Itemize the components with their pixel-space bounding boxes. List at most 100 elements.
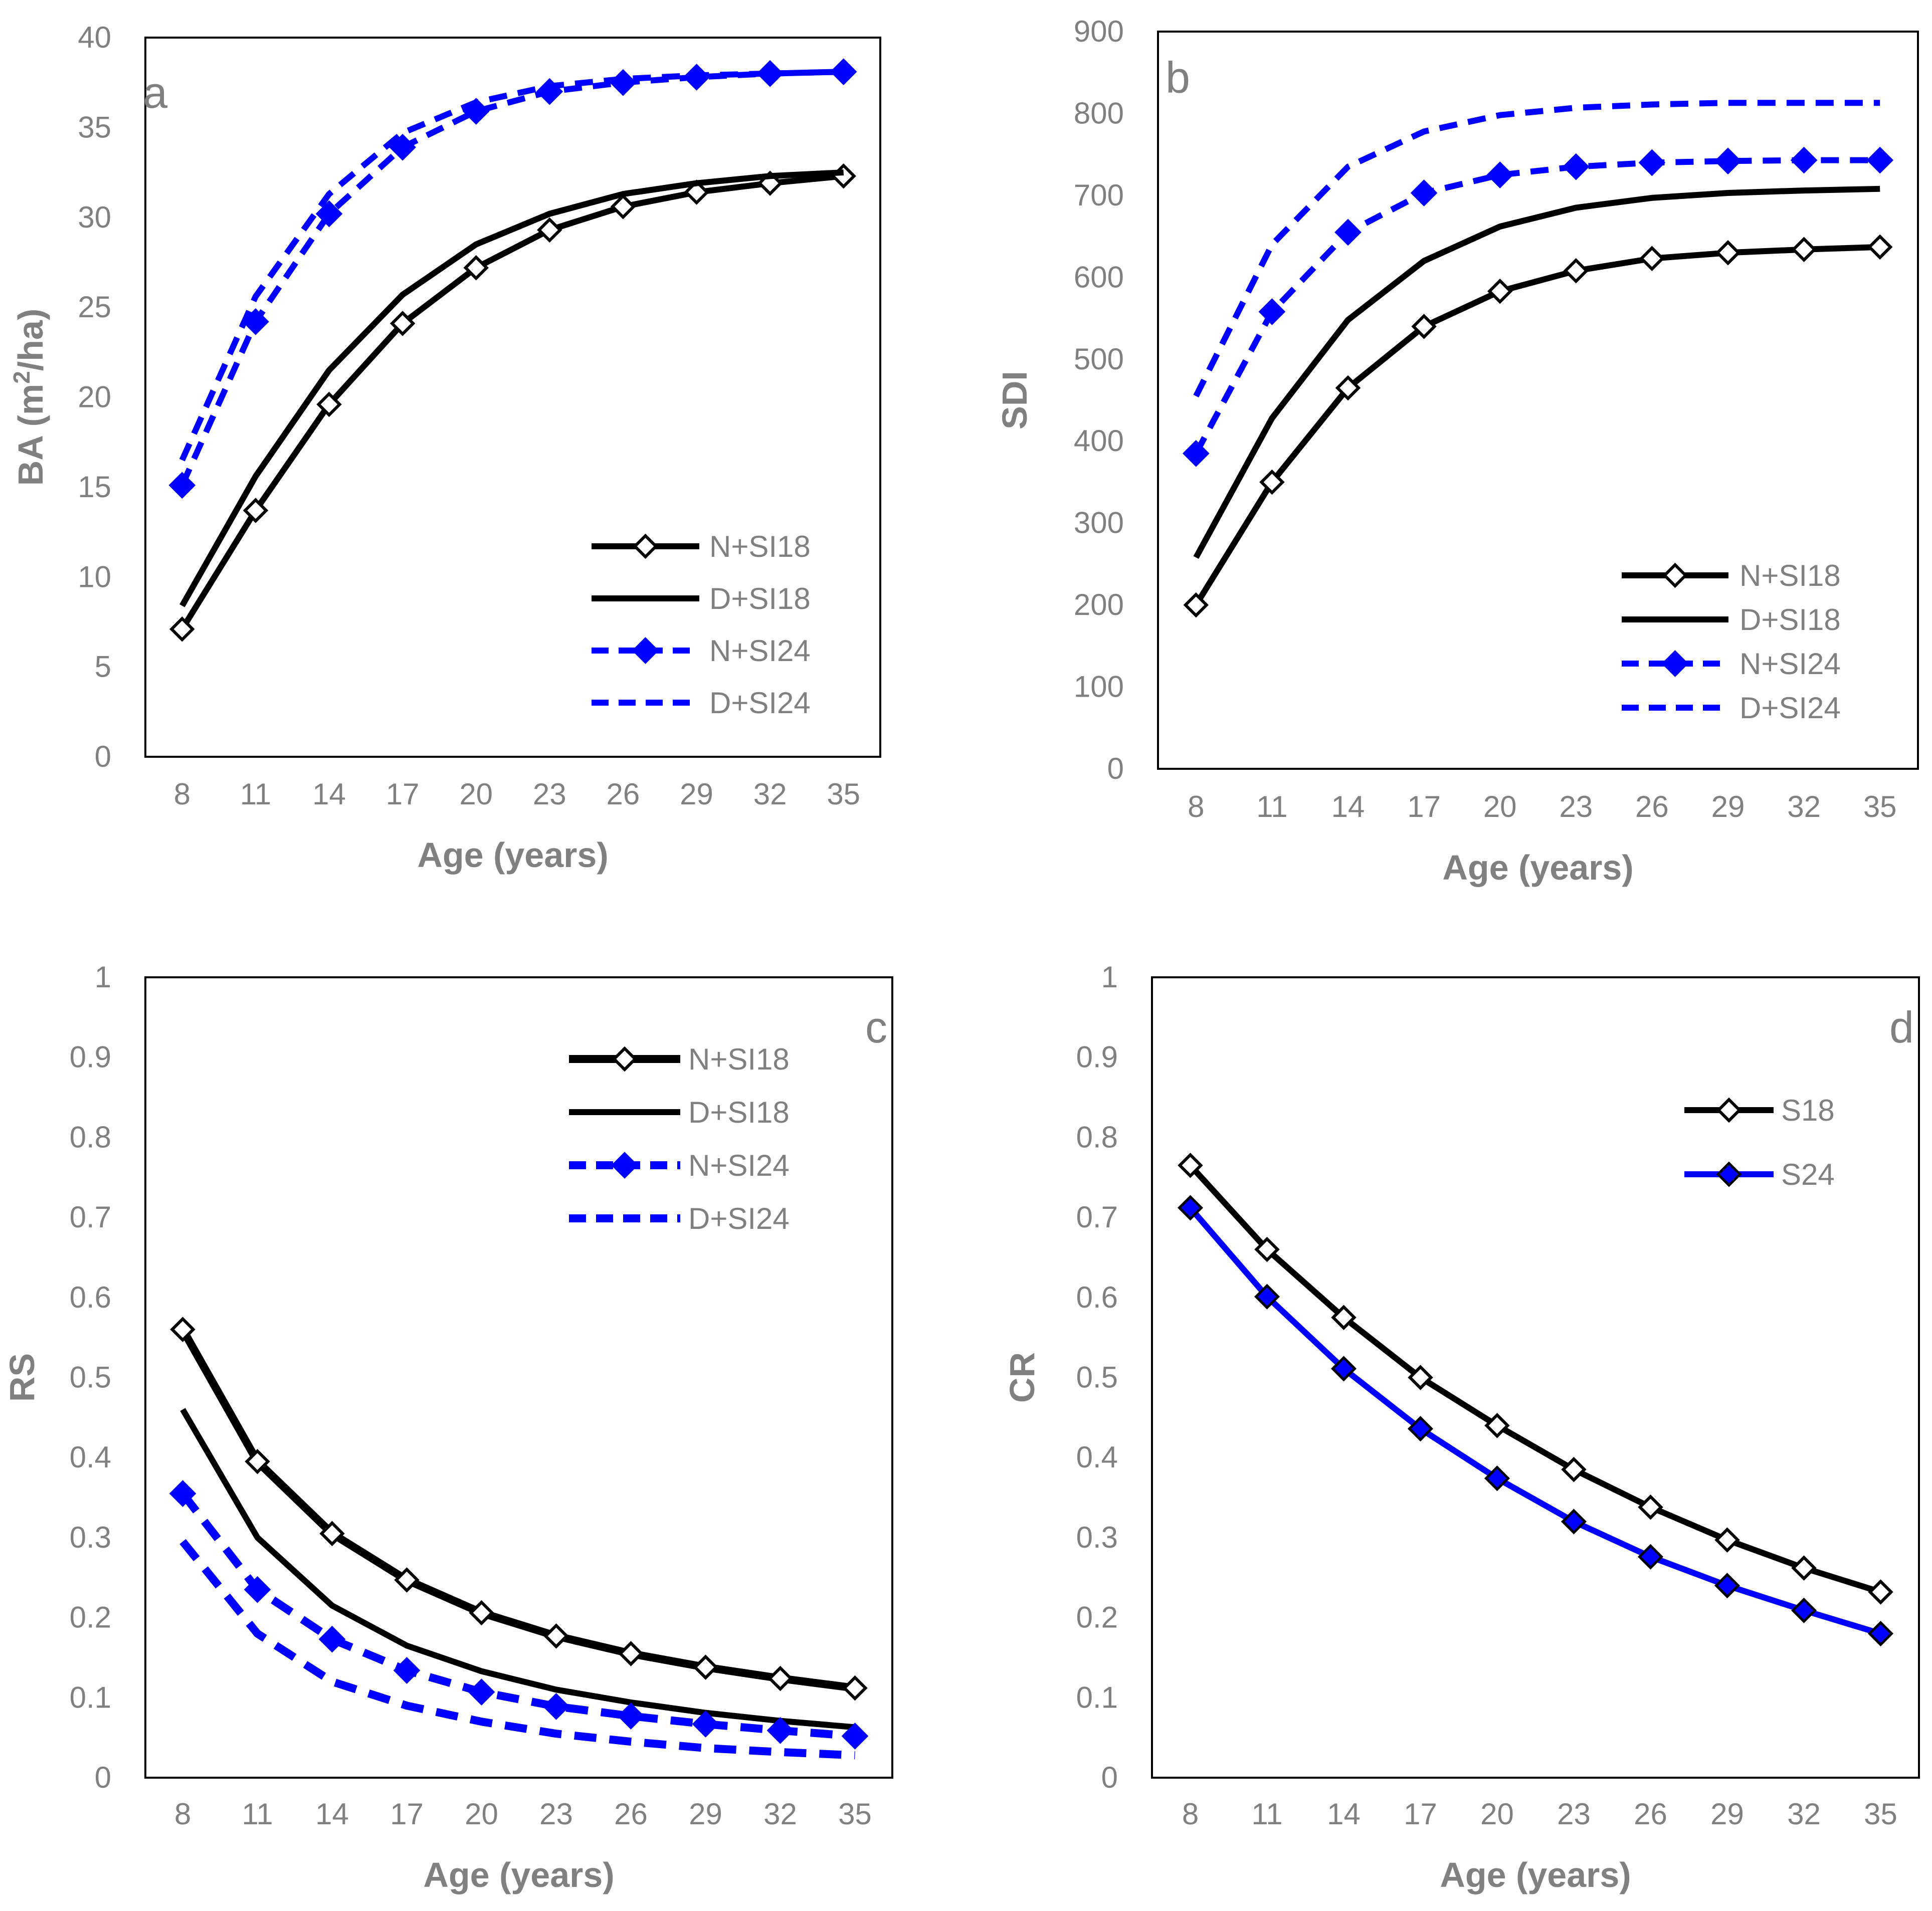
y-tick-label: 0.9	[1076, 1040, 1118, 1074]
x-tick-label: 17	[386, 777, 420, 811]
data-point	[169, 616, 195, 642]
series-S18	[1178, 1153, 1893, 1605]
legend: S18 S24	[1684, 1094, 1835, 1191]
data-point	[1182, 440, 1210, 467]
x-axis-title: Age (years)	[1442, 848, 1633, 887]
y-tick-label: 0.1	[70, 1680, 111, 1714]
x-axis-title: Age (years)	[423, 1855, 614, 1894]
y-tick-label: 300	[1074, 506, 1124, 540]
legend-label: D+SI24	[1740, 691, 1841, 725]
data-point	[469, 1600, 494, 1626]
data-point	[1715, 240, 1741, 266]
x-tick-label: 17	[390, 1797, 424, 1831]
legend-marker	[1716, 1161, 1742, 1187]
y-tick-label: 0.9	[70, 1040, 111, 1074]
data-point	[1335, 375, 1361, 401]
data-point	[168, 472, 196, 499]
legend-marker	[612, 1046, 638, 1072]
y-tick-label: 100	[1074, 670, 1124, 704]
x-tick-label: 23	[1559, 790, 1593, 823]
y-tick-label: 0.2	[70, 1601, 111, 1634]
y-tick-label: 30	[78, 200, 111, 234]
series-D+SI18	[1193, 185, 1880, 559]
data-point	[468, 1678, 495, 1706]
plot-frame	[144, 37, 881, 758]
panel-c: 0 0.1 0.2 0.3 0.4 0.5 0.6 0.7 0.8 0.9 1 8 11 14 17 20 23…	[3, 960, 893, 1894]
data-point	[1867, 234, 1893, 260]
data-point	[756, 60, 784, 87]
x-tick-label: 32	[1787, 1797, 1821, 1831]
data-point	[1484, 1465, 1510, 1492]
data-point	[1486, 161, 1514, 188]
data-point	[842, 1675, 868, 1701]
data-point	[767, 1665, 793, 1691]
x-tick-label: 26	[607, 777, 640, 811]
y-tick-label: 1	[1101, 960, 1118, 994]
y-tick-label: 0.8	[70, 1120, 111, 1154]
legend-marker	[1662, 562, 1688, 588]
legend-item: D+SI18	[592, 582, 811, 615]
y-tick-label: 0.5	[70, 1361, 111, 1394]
plot-frame	[144, 976, 893, 1779]
series-D+SI24	[179, 69, 844, 462]
x-tick-label: 29	[680, 777, 713, 811]
legend-item: N+SI18	[1622, 559, 1841, 592]
x-tick-label: 11	[1256, 790, 1287, 823]
legend-label: N+SI24	[709, 634, 811, 668]
x-tick-label: 35	[827, 777, 860, 811]
y-tick-label: 0.6	[1076, 1281, 1118, 1314]
legend: N+SI18 D+SI18 N+SI24 D+SI24	[1622, 559, 1841, 725]
data-point	[1407, 1416, 1434, 1442]
y-tick-label: 500	[1074, 342, 1124, 376]
x-tick-label: 20	[465, 1797, 498, 1831]
x-tick-label: 17	[1404, 1797, 1437, 1831]
y-tick-label: 800	[1074, 96, 1124, 130]
legend-label: S24	[1781, 1158, 1835, 1191]
series-line	[179, 69, 844, 487]
y-tick-label: 400	[1074, 424, 1124, 458]
y-tick-label: 0.7	[70, 1200, 111, 1234]
x-tick-label: 17	[1407, 790, 1441, 823]
series-line	[1193, 100, 1880, 398]
data-point	[243, 498, 269, 523]
x-tick-label: 32	[763, 1797, 797, 1831]
y-tick-label: 40	[78, 21, 111, 54]
data-point	[1177, 1195, 1204, 1221]
series-S24	[1177, 1195, 1894, 1647]
y-tick-label: 700	[1074, 178, 1124, 212]
series-D+SI18	[179, 169, 844, 607]
data-point	[542, 1693, 570, 1720]
data-point	[1714, 1573, 1741, 1599]
x-tick-label: 35	[1863, 790, 1897, 823]
y-tick-label: 5	[95, 650, 111, 684]
plot-frame	[1157, 31, 1919, 770]
data-point	[244, 1576, 271, 1603]
data-point	[1790, 146, 1818, 174]
data-point	[1258, 298, 1286, 325]
x-tick-label: 32	[1787, 790, 1821, 823]
legend-label: D+SI18	[709, 582, 811, 615]
y-tick-label: 1	[95, 960, 111, 994]
x-tick-label: 14	[315, 1797, 349, 1831]
data-point	[841, 1723, 869, 1750]
legend-item: N+SI18	[569, 1042, 790, 1076]
series-N+SI24	[169, 1480, 869, 1750]
data-point	[1638, 1494, 1663, 1520]
data-point	[1791, 1597, 1817, 1623]
series-D+SI18	[180, 1408, 856, 1731]
y-tick-label: 0	[95, 740, 111, 773]
legend-item: S24	[1684, 1158, 1835, 1191]
y-tick-label: 600	[1074, 260, 1124, 294]
data-point	[617, 1703, 645, 1730]
series-line	[179, 1491, 856, 1740]
series-line	[1193, 185, 1880, 559]
x-tick-label: 29	[689, 1797, 722, 1831]
legend-label: N+SI24	[688, 1149, 790, 1182]
data-point	[463, 255, 489, 281]
data-point	[1330, 1356, 1357, 1382]
panel-d: 0 0.1 0.2 0.3 0.4 0.5 0.6 0.7 0.8 0.9 1 8 11 14 17 20 23…	[1003, 960, 1920, 1894]
x-tick-label: 20	[459, 777, 493, 811]
series-line	[180, 1408, 856, 1731]
plot-frame	[1151, 976, 1920, 1779]
data-point	[1259, 469, 1285, 495]
